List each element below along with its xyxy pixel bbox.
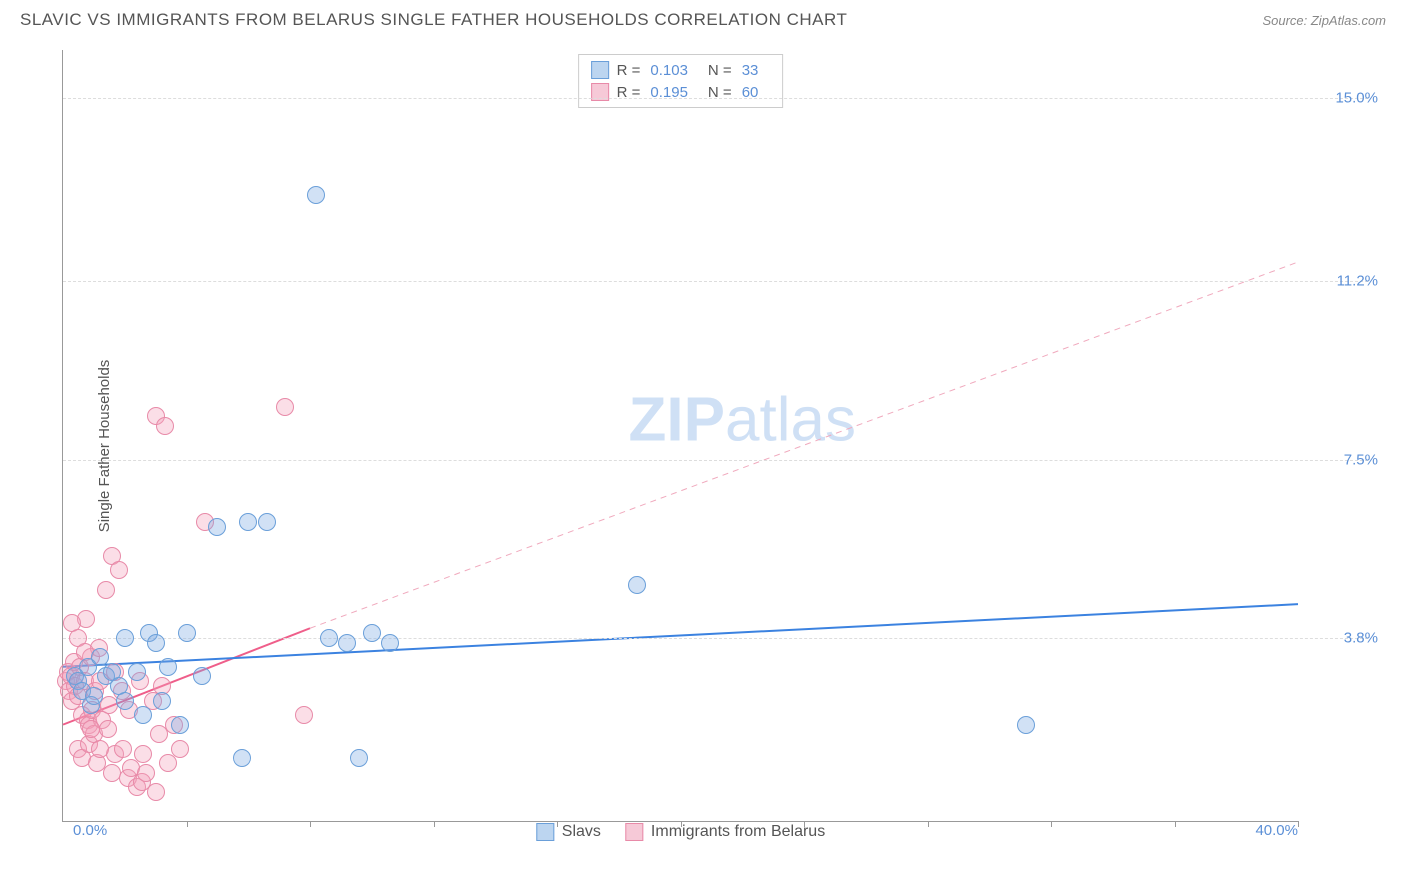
data-point [320,629,338,647]
data-point [295,706,313,724]
data-point [350,749,368,767]
plot-area: ZIPatlas R = 0.103 N = 33 R = 0.195 N = … [62,50,1298,822]
x-tick [310,821,311,827]
x-tick [681,821,682,827]
data-point [153,692,171,710]
x-tick [928,821,929,827]
data-point [171,716,189,734]
data-point [239,513,257,531]
data-point [363,624,381,642]
chart-area: Single Father Households ZIPatlas R = 0.… [50,50,1386,842]
data-point [258,513,276,531]
data-point [82,720,100,738]
x-tick [187,821,188,827]
data-point [193,667,211,685]
data-point [147,634,165,652]
gridline [63,638,1368,639]
x-tick [804,821,805,827]
data-point [338,634,356,652]
chart-header: SLAVIC VS IMMIGRANTS FROM BELARUS SINGLE… [0,0,1406,38]
data-point [276,398,294,416]
x-tick [557,821,558,827]
gridline [63,281,1368,282]
data-point [147,783,165,801]
data-point [110,561,128,579]
y-tick-label: 3.8% [1308,629,1378,646]
legend-item-belarus: Immigrants from Belarus [625,823,825,841]
data-point [134,706,152,724]
data-point [171,740,189,758]
x-tick [1051,821,1052,827]
data-point [1017,716,1035,734]
y-tick-label: 11.2% [1308,273,1378,290]
stats-row-belarus: R = 0.195 N = 60 [591,81,771,103]
gridline [63,98,1368,99]
data-point [159,658,177,676]
x-axis-min-label: 0.0% [73,822,107,839]
legend-item-slavs: Slavs [536,823,601,841]
data-point [85,687,103,705]
data-point [134,745,152,763]
swatch-blue [536,823,554,841]
x-tick [1175,821,1176,827]
data-point [233,749,251,767]
watermark: ZIPatlas [629,385,856,456]
data-point [116,692,134,710]
gridline [63,460,1368,461]
x-axis-max-label: 40.0% [1255,822,1298,839]
data-point [381,634,399,652]
swatch-blue [591,61,609,79]
stats-row-slavs: R = 0.103 N = 33 [591,59,771,81]
data-point [208,518,226,536]
data-point [156,417,174,435]
data-point [137,764,155,782]
stats-legend: R = 0.103 N = 33 R = 0.195 N = 60 [578,54,784,108]
data-point [628,576,646,594]
swatch-pink [625,823,643,841]
data-point [99,720,117,738]
data-point [114,740,132,758]
source-label: Source: ZipAtlas.com [1262,13,1386,28]
data-point [307,186,325,204]
data-point [91,740,109,758]
data-point [116,629,134,647]
y-tick-label: 7.5% [1308,451,1378,468]
x-tick [1298,821,1299,827]
regression-lines [63,50,1298,821]
data-point [128,663,146,681]
data-point [159,754,177,772]
data-point [97,581,115,599]
data-point [178,624,196,642]
x-tick [434,821,435,827]
y-tick-label: 15.0% [1308,90,1378,107]
chart-title: SLAVIC VS IMMIGRANTS FROM BELARUS SINGLE… [20,10,847,30]
